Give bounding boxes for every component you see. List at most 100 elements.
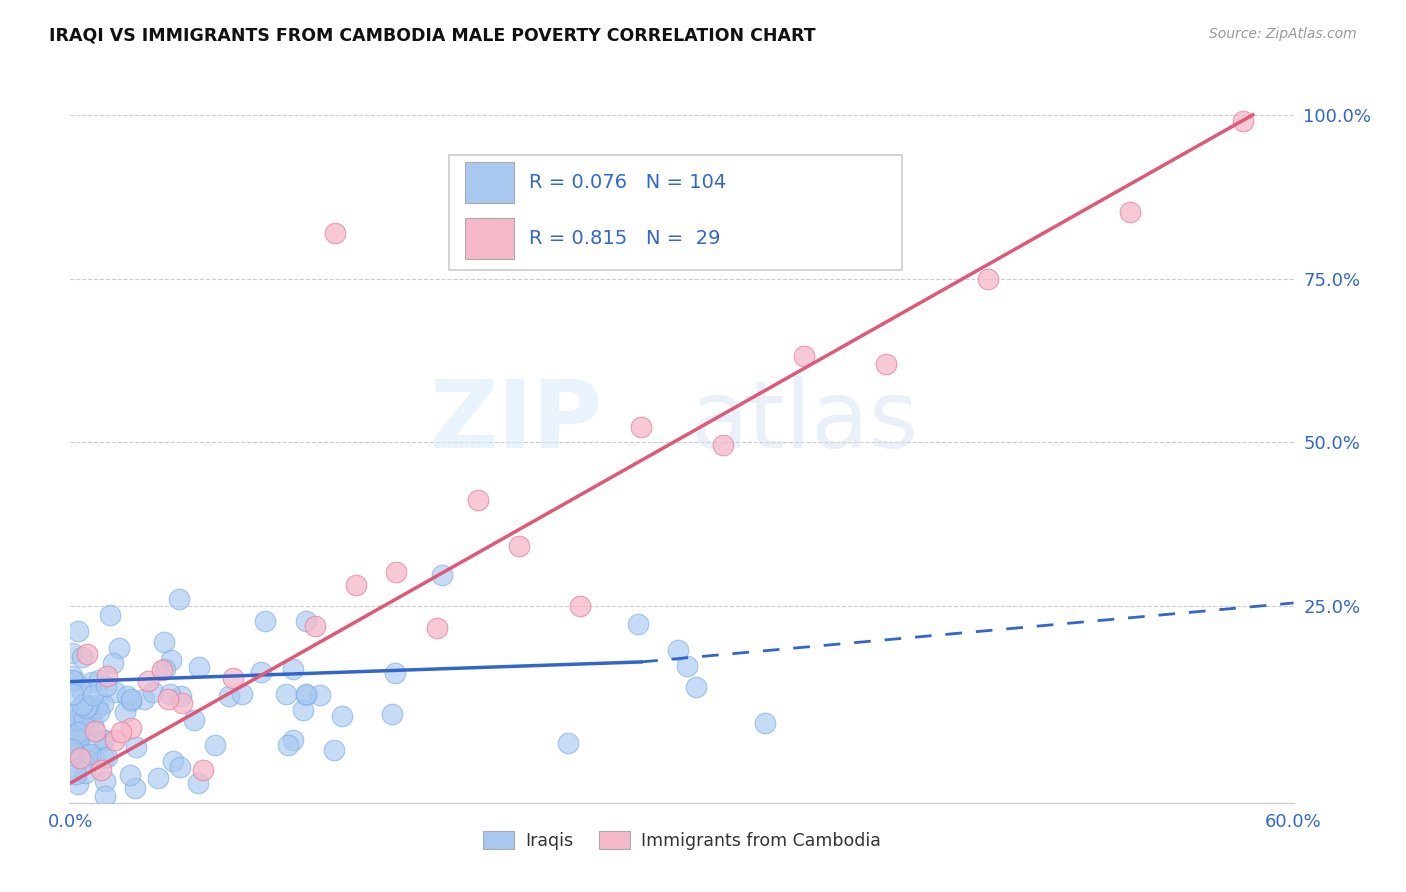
Point	[65, 767, 87, 781]
Point	[86, 701, 108, 715]
Bar	[465, 162, 515, 203]
Point	[430, 568, 453, 582]
Point	[148, 771, 170, 785]
Legend: Iraqis, Immigrants from Cambodia: Iraqis, Immigrants from Cambodia	[477, 824, 887, 857]
Point	[70, 683, 93, 698]
Point	[150, 664, 173, 678]
Point	[93, 733, 115, 747]
Point	[94, 773, 117, 788]
Point	[94, 679, 117, 693]
Point	[304, 619, 326, 633]
Point	[385, 565, 408, 579]
Point	[76, 647, 98, 661]
Point	[72, 721, 94, 735]
Point	[60, 646, 83, 660]
Point	[70, 650, 93, 665]
Point	[104, 733, 127, 747]
Point	[93, 789, 115, 804]
Point	[155, 662, 177, 676]
Point	[104, 685, 127, 699]
Text: atlas: atlas	[690, 376, 918, 467]
Point	[65, 733, 87, 747]
Point	[76, 747, 98, 761]
Point	[114, 705, 136, 719]
Point	[132, 692, 155, 706]
Point	[96, 669, 118, 683]
Point	[76, 701, 98, 715]
Point	[67, 624, 90, 638]
Text: Source: ZipAtlas.com: Source: ZipAtlas.com	[1209, 27, 1357, 41]
Point	[754, 716, 776, 731]
Point	[121, 721, 143, 735]
Point	[323, 742, 346, 756]
Point	[630, 420, 652, 434]
Point	[60, 741, 83, 756]
Text: R = 0.815   N =  29: R = 0.815 N = 29	[529, 229, 720, 248]
Point	[169, 592, 191, 607]
Point	[66, 733, 89, 747]
Point	[187, 660, 209, 674]
Text: R = 0.076   N = 104: R = 0.076 N = 104	[529, 173, 727, 192]
Point	[110, 725, 132, 739]
Point	[323, 226, 347, 240]
Point	[80, 709, 103, 723]
Point	[170, 689, 193, 703]
Point	[276, 687, 298, 701]
Text: IRAQI VS IMMIGRANTS FROM CAMBODIA MALE POVERTY CORRELATION CHART: IRAQI VS IMMIGRANTS FROM CAMBODIA MALE P…	[49, 27, 815, 45]
Point	[69, 751, 91, 765]
Point	[76, 720, 98, 734]
Point	[136, 674, 159, 689]
Point	[508, 539, 530, 553]
Point	[711, 437, 734, 451]
Point	[96, 749, 118, 764]
Point	[83, 723, 105, 738]
Point	[666, 643, 689, 657]
Point	[86, 735, 108, 749]
Point	[107, 640, 129, 655]
Point	[204, 738, 226, 752]
Point	[60, 673, 83, 688]
Point	[277, 738, 299, 752]
Point	[976, 272, 998, 286]
Point	[283, 662, 305, 676]
Point	[626, 616, 648, 631]
Point	[66, 728, 89, 742]
Point	[93, 732, 115, 747]
Point	[67, 725, 90, 739]
Point	[125, 739, 148, 754]
Point	[308, 688, 330, 702]
Point	[172, 696, 194, 710]
Point	[295, 687, 318, 701]
Point	[384, 666, 406, 681]
Point	[91, 697, 114, 711]
Point	[467, 493, 489, 508]
Point	[120, 691, 142, 706]
Point	[72, 697, 94, 711]
Point	[1119, 205, 1142, 219]
Point	[72, 698, 94, 712]
Point	[218, 690, 240, 704]
Point	[295, 614, 318, 628]
Point	[191, 763, 214, 777]
Point	[63, 764, 86, 778]
Point	[86, 698, 108, 712]
Point	[160, 652, 183, 666]
Point	[1232, 114, 1254, 128]
Point	[62, 747, 84, 761]
Point	[159, 687, 181, 701]
Point	[98, 608, 121, 623]
Point	[60, 706, 83, 720]
Point	[115, 690, 138, 704]
Point	[254, 614, 277, 628]
Point	[153, 635, 176, 649]
Point	[66, 712, 89, 726]
Point	[875, 357, 897, 371]
Point	[93, 751, 115, 765]
Point	[72, 712, 94, 726]
Point	[90, 763, 112, 777]
Point	[381, 707, 404, 722]
Point	[84, 751, 107, 765]
Point	[793, 349, 815, 363]
Point	[250, 665, 273, 680]
Point	[65, 730, 87, 744]
